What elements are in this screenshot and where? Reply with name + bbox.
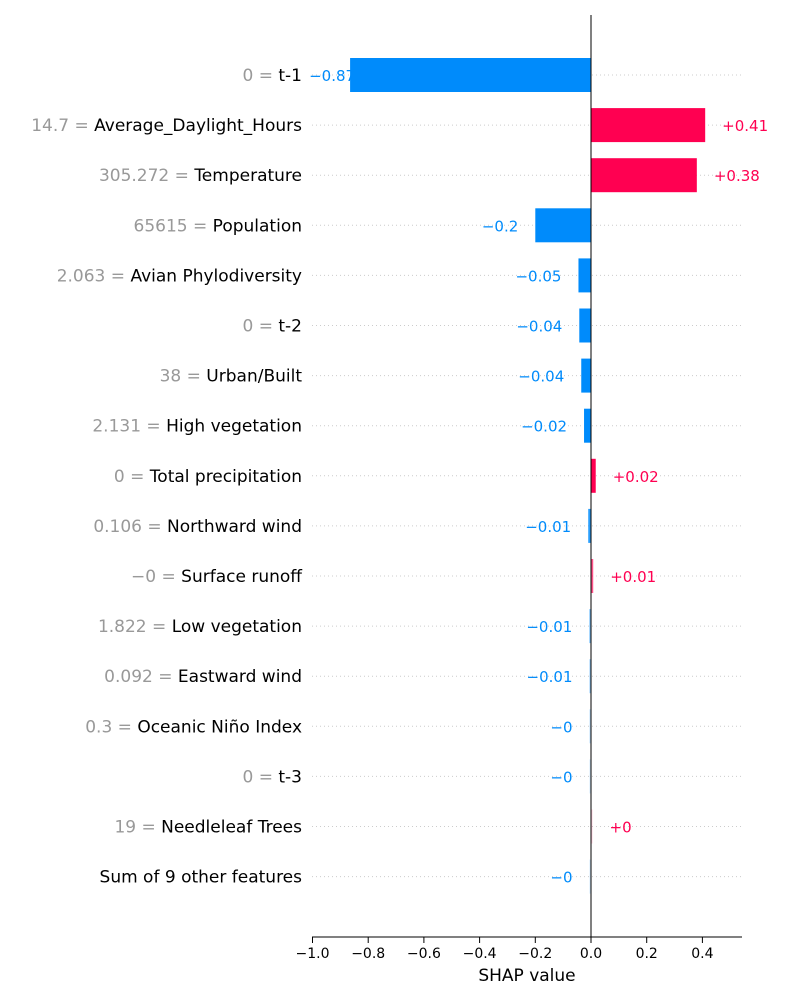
feature-label: 0 = t-2 [243, 317, 303, 337]
feature-value: 65615 = [134, 216, 213, 236]
feature-label: 14.7 = Average_Daylight_Hours [31, 116, 302, 136]
feature-value: 38 = [160, 367, 207, 387]
feature-value: 0 = [243, 317, 279, 337]
feature-name: t-3 [278, 767, 302, 787]
feature-label: 38 = Urban/Built [160, 367, 303, 387]
feature-label: 0.106 = Northward wind [93, 517, 302, 537]
feature-name: Sum of 9 other features [100, 868, 303, 888]
feature-label: −0 = Surface runoff [131, 567, 303, 587]
feature-label: 0 = t-3 [243, 767, 303, 787]
feature-name: t-2 [278, 317, 302, 337]
x-tick-label: −0.6 [407, 946, 441, 962]
feature-value: 0 = [114, 467, 150, 487]
positive-bar [591, 158, 697, 193]
feature-labels: 0 = t-1 14.7 = Average_Daylight_Hours 305.… [31, 66, 303, 888]
shap-value-labels: −0.87 +0.41 +0.38 −0.2 −0.05 −0.04 −0.04 −0.02 +… [309, 67, 768, 887]
feature-name: t-1 [278, 66, 302, 86]
shap-value-label: −0 [550, 768, 572, 786]
feature-value: 0 = [243, 767, 279, 787]
feature-value: 0.092 = [104, 667, 178, 687]
feature-label: 0 = Total precipitation [114, 467, 302, 487]
feature-value: 0.3 = [85, 717, 137, 737]
feature-label: 65615 = Population [134, 216, 302, 236]
positive-bar [591, 809, 593, 844]
feature-value: 2.131 = [92, 417, 166, 437]
negative-bar [581, 358, 591, 393]
x-tick-label: 0.4 [691, 946, 713, 962]
feature-label: 1.822 = Low vegetation [98, 617, 302, 637]
shap-value-label: −0.01 [527, 668, 573, 686]
feature-name: Surface runoff [181, 567, 303, 587]
x-tick-label: −0.4 [463, 946, 497, 962]
feature-name: Needleleaf Trees [161, 818, 302, 838]
feature-value: 2.063 = [57, 266, 131, 286]
shap-value-label: +0 [610, 819, 632, 837]
negative-bar [589, 859, 591, 894]
feature-name: Avian Phylodiversity [130, 266, 302, 286]
shap-value-label: −0 [550, 718, 572, 736]
shap-value-label: −0.2 [482, 217, 518, 235]
feature-name: Urban/Built [206, 367, 302, 387]
positive-bar [591, 458, 596, 493]
shap-value-label: −0.05 [515, 267, 561, 285]
feature-label: 19 = Needleleaf Trees [114, 818, 302, 838]
feature-value: 14.7 = [31, 116, 94, 136]
feature-label: 305.272 = Temperature [99, 166, 302, 186]
feature-name: Low vegetation [172, 617, 302, 637]
shap-value-label: −0.04 [516, 318, 562, 336]
shap-value-label: +0.38 [714, 167, 760, 185]
feature-value: −0 = [131, 567, 181, 587]
feature-label: 0.092 = Eastward wind [104, 667, 302, 687]
feature-label: 2.131 = High vegetation [92, 417, 302, 437]
feature-name: Total precipitation [149, 467, 302, 487]
x-tick-label: −1.0 [296, 946, 330, 962]
x-axis: SHAP value −1.0 −0.8 −0.6 −0.4 −0.2 0.0 0.2 0.4 [296, 936, 742, 986]
negative-bar [535, 208, 591, 243]
shap-value-label: +0.02 [613, 468, 659, 486]
negative-bar [350, 58, 591, 92]
positive-bar [591, 108, 706, 143]
shap-value-label: −0.04 [518, 368, 564, 386]
feature-label: 0 = t-1 [243, 66, 303, 86]
feature-name: Oceanic Niño Index [137, 717, 302, 737]
x-tick-label: 0.0 [580, 946, 602, 962]
negative-bar [588, 508, 591, 543]
shap-value-label: −0 [550, 869, 572, 887]
feature-value: 1.822 = [98, 617, 172, 637]
feature-name: Northward wind [167, 517, 302, 537]
shap-value-label: +0.41 [722, 117, 768, 135]
positive-bar [591, 559, 594, 593]
negative-bar [589, 759, 591, 794]
feature-value: 0 = [243, 66, 279, 86]
feature-value: 305.272 = [99, 166, 194, 186]
bars [350, 58, 706, 894]
shap-value-label: −0.01 [526, 618, 572, 636]
shap-value-label: +0.01 [610, 568, 656, 586]
negative-bar [589, 659, 591, 694]
feature-name: Average_Daylight_Hours [94, 116, 302, 136]
negative-bar [578, 258, 591, 293]
feature-label: 0.3 = Oceanic Niño Index [85, 717, 302, 737]
shap-value-label: −0.87 [309, 67, 355, 85]
x-tick-label: −0.8 [351, 946, 385, 962]
feature-name: Temperature [193, 166, 302, 186]
shap-value-label: −0.02 [521, 418, 567, 436]
gridlines [312, 74, 742, 878]
feature-label: Sum of 9 other features [100, 868, 303, 888]
negative-bar [579, 308, 591, 343]
x-axis-label: SHAP value [478, 966, 575, 986]
negative-bar [584, 408, 591, 443]
negative-bar [589, 709, 591, 744]
shap-value-label: −0.01 [525, 518, 571, 536]
negative-bar [589, 609, 591, 644]
x-tick-label: 0.2 [636, 946, 658, 962]
feature-value: 0.106 = [93, 517, 167, 537]
feature-name: Eastward wind [178, 667, 302, 687]
feature-value: 19 = [114, 818, 161, 838]
x-tick-label: −0.2 [518, 946, 552, 962]
feature-label: 2.063 = Avian Phylodiversity [57, 266, 302, 286]
feature-name: Population [213, 216, 302, 236]
feature-name: High vegetation [166, 417, 302, 437]
